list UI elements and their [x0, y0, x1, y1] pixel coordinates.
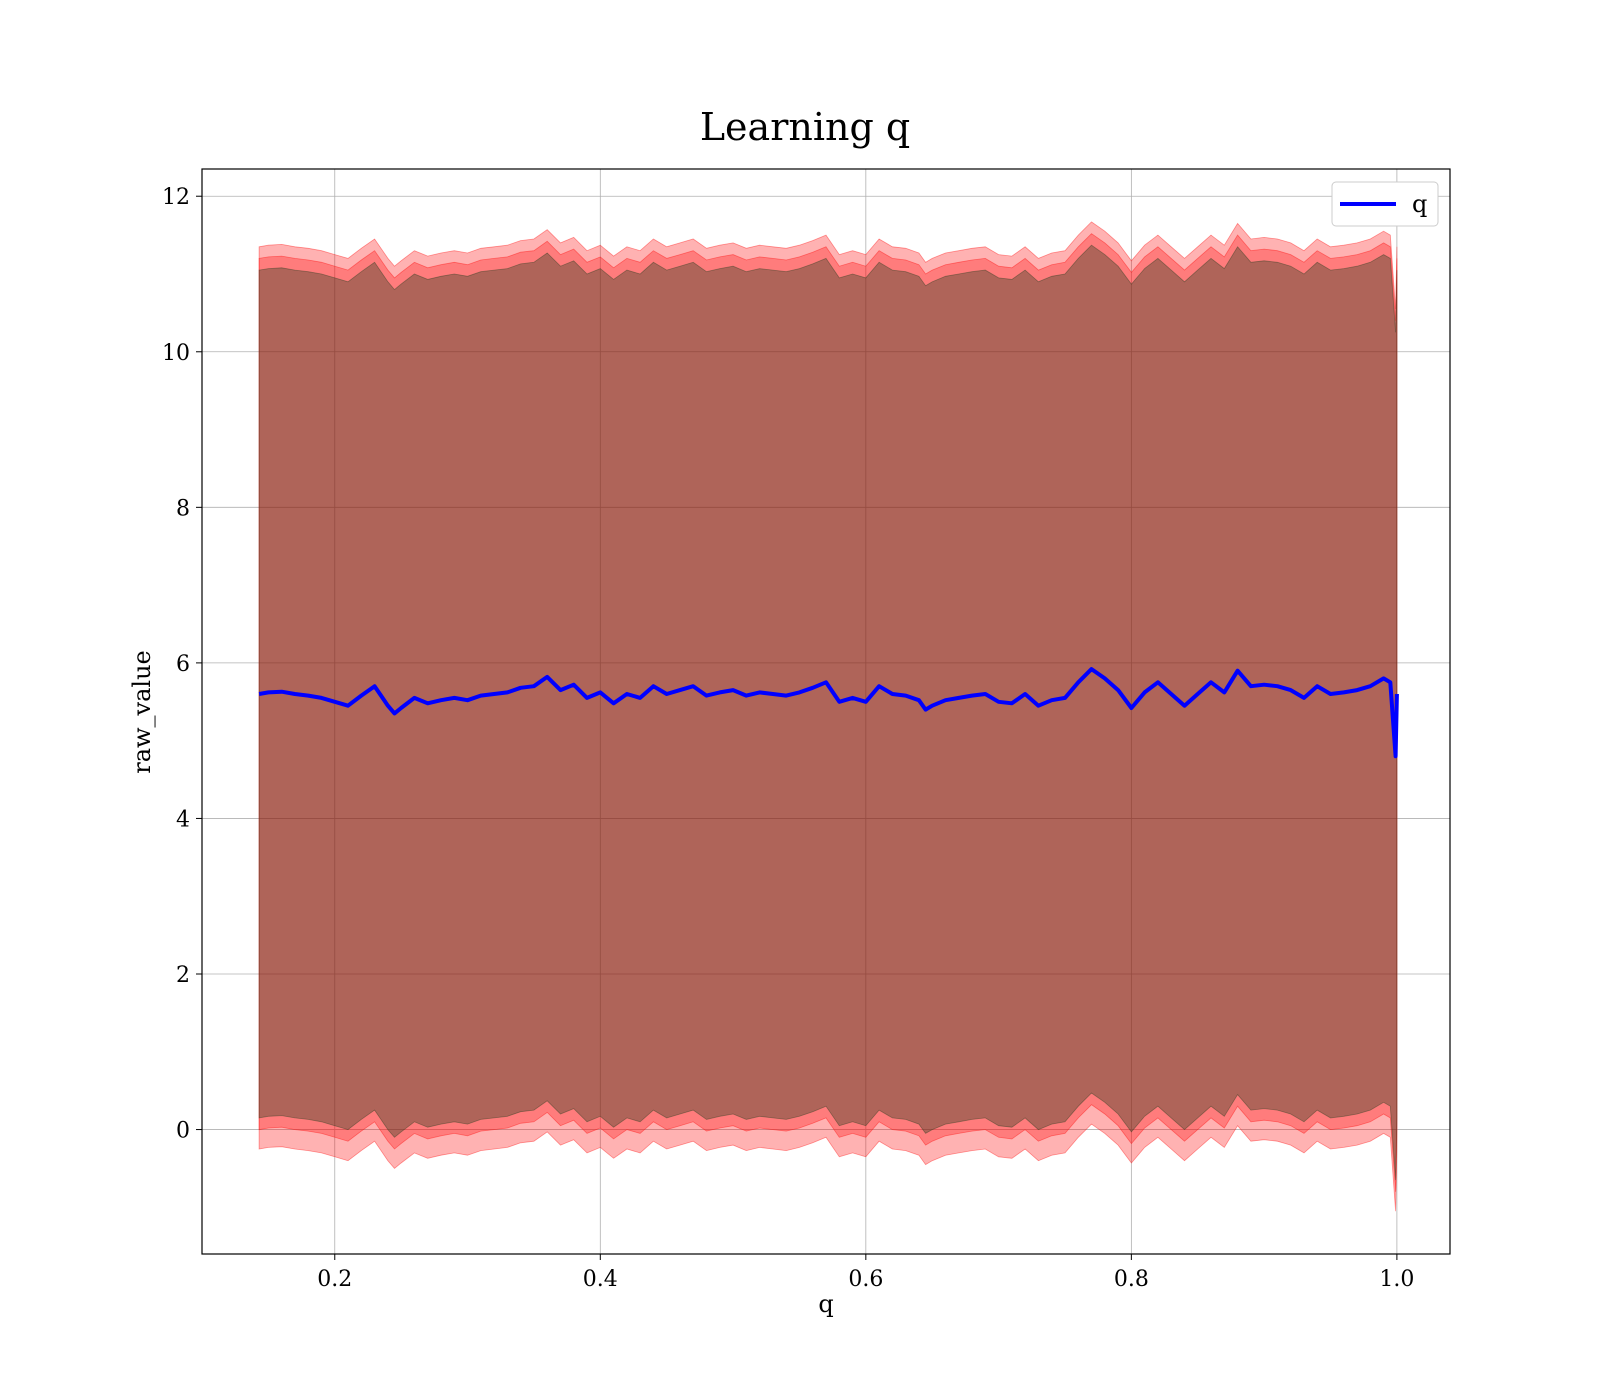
- x-axis-ticks: 0.2 0.4 0.6 0.8 1.0: [317, 1254, 1414, 1292]
- y-tick-label-6: 12: [162, 185, 190, 210]
- uncertainty-bands: [258, 221, 1398, 1212]
- band-1: [258, 233, 1398, 1192]
- x-axis-label: q: [818, 1290, 833, 1318]
- legend-label-q: q: [1412, 190, 1427, 218]
- band-2: [258, 244, 1398, 1181]
- series-line-q: [258, 667, 1399, 759]
- plot-frame: [201, 168, 1451, 1255]
- y-tick-label-4: 8: [176, 496, 190, 521]
- x-tick-label-3: 0.8: [1114, 1267, 1149, 1292]
- series-lines: [258, 667, 1399, 759]
- y-tick-label-5: 10: [162, 341, 190, 366]
- legend: q: [1331, 181, 1439, 227]
- x-tick-label-4: 1.0: [1379, 1267, 1414, 1292]
- x-tick-label-0: 0.2: [317, 1267, 352, 1292]
- chart-title: Learning q: [700, 105, 910, 149]
- x-tick-label-2: 0.6: [848, 1267, 883, 1292]
- y-tick-label-2: 4: [176, 807, 190, 832]
- y-tick-label-3: 6: [176, 652, 190, 677]
- y-axis-label: raw_value: [128, 650, 156, 774]
- y-axis-ticks: 0 2 4 6 8 10 12: [162, 185, 202, 1144]
- band-0: [258, 221, 1398, 1212]
- y-tick-label-0: 0: [176, 1119, 190, 1144]
- x-tick-label-1: 0.4: [583, 1267, 618, 1292]
- y-tick-label-1: 2: [176, 963, 190, 988]
